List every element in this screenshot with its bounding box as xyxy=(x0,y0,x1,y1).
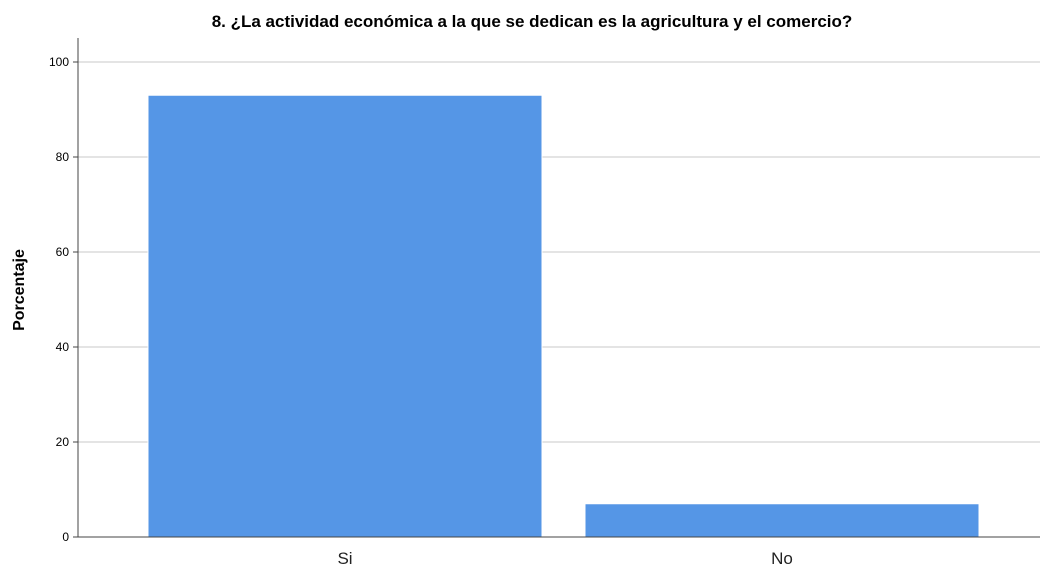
y-tick-labels: 0 20 40 60 80 100 xyxy=(49,55,69,544)
y-axis-label: Porcentaje xyxy=(11,249,28,331)
x-tick-label-no: No xyxy=(771,549,793,567)
y-tick-label: 20 xyxy=(56,435,70,449)
x-tick-label-si: Si xyxy=(337,549,352,567)
bars xyxy=(147,94,980,538)
y-tick-label: 60 xyxy=(56,245,70,259)
y-tick-label: 80 xyxy=(56,150,70,164)
chart-title: 8. ¿La actividad económica a la que se d… xyxy=(212,12,853,31)
y-tick-label: 100 xyxy=(49,55,69,69)
axes xyxy=(73,38,1040,538)
y-tick-label: 0 xyxy=(62,530,69,544)
y-tick-label: 40 xyxy=(56,340,70,354)
x-tick-labels: Si No xyxy=(337,549,792,567)
bar-si xyxy=(147,94,543,538)
bar-no xyxy=(584,503,980,538)
